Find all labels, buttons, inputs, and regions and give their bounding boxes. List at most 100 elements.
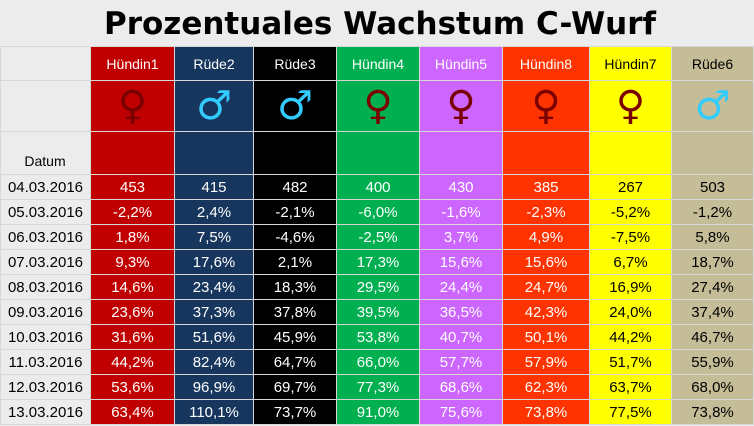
value-cell[interactable]: 50,1% (502, 324, 590, 350)
column-header-6[interactable]: Hündin8 (502, 46, 590, 81)
value-cell[interactable]: -2,2% (90, 199, 175, 225)
value-cell[interactable]: 37,3% (174, 299, 254, 325)
column-header-2[interactable]: Rüde2 (174, 46, 254, 81)
column-header-7[interactable]: Hündin7 (589, 46, 672, 81)
value-cell[interactable]: 482 (253, 174, 337, 200)
value-cell[interactable]: 6,7% (589, 249, 672, 275)
value-cell[interactable]: 68,0% (671, 374, 754, 400)
date-cell[interactable]: 13.03.2016 (0, 399, 91, 425)
value-cell[interactable]: 36,5% (419, 299, 503, 325)
value-cell[interactable]: -1,6% (419, 199, 503, 225)
value-cell[interactable]: 15,6% (419, 249, 503, 275)
value-cell[interactable]: 17,3% (336, 249, 420, 275)
value-cell[interactable]: 55,9% (671, 349, 754, 375)
value-cell[interactable]: 37,8% (253, 299, 337, 325)
column-header-4[interactable]: Hündin4 (336, 46, 420, 81)
value-cell[interactable]: 73,8% (502, 399, 590, 425)
value-cell[interactable]: 73,8% (671, 399, 754, 425)
value-cell[interactable]: 4,9% (502, 224, 590, 250)
value-cell[interactable]: 1,8% (90, 224, 175, 250)
value-cell[interactable]: 267 (589, 174, 672, 200)
value-cell[interactable]: 68,6% (419, 374, 503, 400)
value-cell[interactable]: 37,4% (671, 299, 754, 325)
value-cell[interactable]: 29,5% (336, 274, 420, 300)
date-cell[interactable]: 07.03.2016 (0, 249, 91, 275)
value-cell[interactable]: 23,4% (174, 274, 254, 300)
date-cell[interactable]: 05.03.2016 (0, 199, 91, 225)
date-cell[interactable]: 11.03.2016 (0, 349, 91, 375)
date-cell[interactable]: 12.03.2016 (0, 374, 91, 400)
value-cell[interactable]: 63,4% (90, 399, 175, 425)
value-cell[interactable]: 57,7% (419, 349, 503, 375)
value-cell[interactable]: 16,9% (589, 274, 672, 300)
value-cell[interactable]: 9,3% (90, 249, 175, 275)
value-cell[interactable]: 57,9% (502, 349, 590, 375)
column-header-3[interactable]: Rüde3 (253, 46, 337, 81)
value-cell[interactable]: -2,1% (253, 199, 337, 225)
value-cell[interactable]: 400 (336, 174, 420, 200)
value-cell[interactable]: 51,6% (174, 324, 254, 350)
value-cell[interactable]: -2,3% (502, 199, 590, 225)
value-cell[interactable]: 45,9% (253, 324, 337, 350)
value-cell[interactable]: 62,3% (502, 374, 590, 400)
value-cell[interactable]: 15,6% (502, 249, 590, 275)
value-cell[interactable]: 39,5% (336, 299, 420, 325)
value-cell[interactable]: 66,0% (336, 349, 420, 375)
value-cell[interactable]: 96,9% (174, 374, 254, 400)
value-cell[interactable]: 64,7% (253, 349, 337, 375)
value-cell[interactable]: 44,2% (90, 349, 175, 375)
symbol-cell-4: ♀ (336, 80, 420, 132)
value-cell[interactable]: 14,6% (90, 274, 175, 300)
column-header-8[interactable]: Rüde6 (671, 46, 754, 81)
date-cell[interactable]: 08.03.2016 (0, 274, 91, 300)
value-cell[interactable]: -6,0% (336, 199, 420, 225)
value-cell[interactable]: 18,3% (253, 274, 337, 300)
value-cell[interactable]: 17,6% (174, 249, 254, 275)
value-cell[interactable]: -4,6% (253, 224, 337, 250)
value-cell[interactable]: -1,2% (671, 199, 754, 225)
value-cell[interactable]: 91,0% (336, 399, 420, 425)
value-cell[interactable]: -2,5% (336, 224, 420, 250)
value-cell[interactable]: 69,7% (253, 374, 337, 400)
value-cell[interactable]: 77,5% (589, 399, 672, 425)
value-cell[interactable]: -7,5% (589, 224, 672, 250)
value-cell[interactable]: 7,5% (174, 224, 254, 250)
value-cell[interactable]: 3,7% (419, 224, 503, 250)
value-cell[interactable]: 27,4% (671, 274, 754, 300)
value-cell[interactable]: 24,0% (589, 299, 672, 325)
date-cell[interactable]: 04.03.2016 (0, 174, 91, 200)
value-cell[interactable]: 53,6% (90, 374, 175, 400)
date-cell[interactable]: 06.03.2016 (0, 224, 91, 250)
value-cell[interactable]: 51,7% (589, 349, 672, 375)
value-cell[interactable]: 18,7% (671, 249, 754, 275)
value-cell[interactable]: 77,3% (336, 374, 420, 400)
value-cell[interactable]: 42,3% (502, 299, 590, 325)
value-cell[interactable]: 44,2% (589, 324, 672, 350)
value-cell[interactable]: 110,1% (174, 399, 254, 425)
value-cell[interactable]: 53,8% (336, 324, 420, 350)
value-cell[interactable]: 63,7% (589, 374, 672, 400)
value-cell[interactable]: 24,4% (419, 274, 503, 300)
value-cell[interactable]: -5,2% (589, 199, 672, 225)
value-cell[interactable]: 415 (174, 174, 254, 200)
column-header-1[interactable]: Hündin1 (90, 46, 175, 81)
value-cell[interactable]: 75,6% (419, 399, 503, 425)
value-cell[interactable]: 5,8% (671, 224, 754, 250)
value-cell[interactable]: 31,6% (90, 324, 175, 350)
value-cell[interactable]: 2,1% (253, 249, 337, 275)
value-cell[interactable]: 503 (671, 174, 754, 200)
value-cell[interactable]: 73,7% (253, 399, 337, 425)
value-cell[interactable]: 2,4% (174, 199, 254, 225)
value-cell[interactable]: 453 (90, 174, 175, 200)
growth-table: Hündin1 Rüde2 Rüde3 Hündin4 Hündin5 Hündin8 Hü… (0, 46, 754, 425)
date-cell[interactable]: 09.03.2016 (0, 299, 91, 325)
value-cell[interactable]: 23,6% (90, 299, 175, 325)
column-header-5[interactable]: Hündin5 (419, 46, 503, 81)
value-cell[interactable]: 385 (502, 174, 590, 200)
value-cell[interactable]: 46,7% (671, 324, 754, 350)
date-cell[interactable]: 10.03.2016 (0, 324, 91, 350)
value-cell[interactable]: 24,7% (502, 274, 590, 300)
value-cell[interactable]: 40,7% (419, 324, 503, 350)
value-cell[interactable]: 82,4% (174, 349, 254, 375)
value-cell[interactable]: 430 (419, 174, 503, 200)
